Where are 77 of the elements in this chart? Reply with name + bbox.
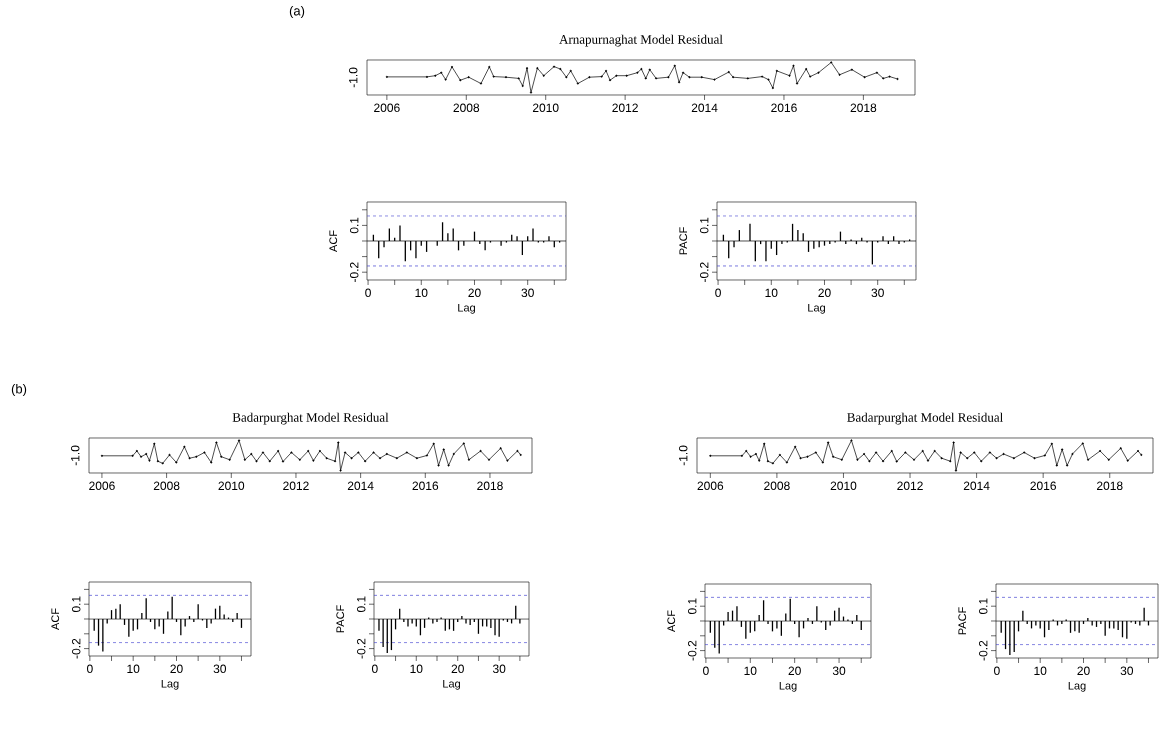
- y-axis-title: PACF: [679, 227, 688, 255]
- x-tick-label: 0: [703, 666, 709, 676]
- x-tick-label: 2014: [347, 481, 374, 491]
- x-tick-label: 10: [410, 664, 423, 674]
- chart-title: Badarpurghat Model Residual: [847, 412, 1003, 425]
- chart-title: Badarpurghat Model Residual: [232, 412, 389, 425]
- y-tick-label: -0.2: [978, 640, 988, 661]
- y-tick-label: 0.1: [687, 598, 697, 615]
- x-tick-label: 2008: [153, 481, 180, 491]
- x-axis-title: Lag: [161, 679, 179, 690]
- y-tick-label: 0.1: [978, 598, 988, 615]
- x-tick-label: 30: [1120, 666, 1134, 676]
- x-tick-label: 2010: [218, 481, 245, 491]
- text: -1.0: [678, 445, 688, 466]
- x-tick-label: 2018: [850, 103, 877, 113]
- x-tick-label: 2014: [691, 103, 718, 113]
- x-tick-label: 20: [451, 664, 464, 674]
- x-tick-label: 2018: [1096, 481, 1123, 491]
- x-tick-label: 10: [415, 288, 428, 298]
- x-tick-label: 30: [492, 664, 506, 674]
- x-tick-label: 2012: [612, 103, 638, 113]
- x-tick-label: 2018: [477, 481, 503, 491]
- y-tick-label: -0.2: [699, 262, 709, 282]
- y-tick-label: -0.2: [687, 640, 697, 661]
- y-axis-title: ACF: [51, 608, 60, 630]
- x-tick-label: 2006: [89, 481, 115, 491]
- y-tick-label: -0.2: [71, 638, 81, 659]
- x-tick-label: 0: [87, 664, 93, 674]
- x-tick-label: 30: [832, 666, 846, 676]
- x-tick-label: 2006: [374, 103, 400, 113]
- x-tick-label: 0: [371, 664, 378, 674]
- x-tick-label: 10: [765, 288, 778, 298]
- x-tick-label: 10: [127, 664, 140, 674]
- x-tick-label: 0: [365, 288, 371, 298]
- x-axis-title: Lag: [808, 303, 825, 314]
- text: -1.0: [348, 67, 358, 88]
- x-tick-label: 30: [213, 664, 227, 674]
- y-tick-label: -0.2: [349, 262, 359, 282]
- x-tick-label: 20: [170, 664, 183, 674]
- x-tick-label: 20: [1077, 666, 1090, 676]
- y-axis-title: PACF: [958, 607, 967, 635]
- x-tick-label: 2012: [897, 481, 923, 491]
- x-tick-label: 10: [1034, 666, 1047, 676]
- x-axis-title: Lag: [779, 681, 797, 692]
- y-tick-label: -0.2: [356, 638, 366, 659]
- x-tick-label: 20: [788, 666, 801, 676]
- x-tick-label: 2010: [830, 481, 857, 491]
- x-tick-label: 2010: [532, 103, 559, 113]
- x-tick-label: 20: [818, 288, 831, 298]
- x-tick-label: 2012: [283, 481, 309, 491]
- x-axis-title: Lag: [1068, 681, 1086, 692]
- x-tick-label: 30: [871, 288, 884, 298]
- chart-title: Arnapurnaghat Model Residual: [559, 34, 723, 47]
- y-tick-label: 0.1: [699, 217, 709, 234]
- x-tick-label: 2008: [764, 481, 790, 491]
- x-tick-label: 2008: [453, 103, 480, 113]
- x-tick-label: 2006: [697, 481, 724, 491]
- y-axis-title: PACF: [336, 605, 345, 633]
- y-tick-label: 0.1: [349, 217, 359, 234]
- y-tick-label: 0.1: [71, 596, 81, 613]
- x-tick-label: 2014: [963, 481, 990, 491]
- x-tick-label: 30: [521, 288, 534, 298]
- y-axis-title: ACF: [329, 230, 338, 252]
- x-tick-label: 2016: [1030, 481, 1056, 491]
- x-axis-title: Lag: [458, 303, 475, 314]
- text: (b): [11, 383, 27, 397]
- x-axis-title: Lag: [443, 679, 460, 690]
- x-tick-label: 0: [715, 288, 721, 298]
- y-tick-label: 0.1: [356, 596, 366, 613]
- x-tick-label: 0: [994, 666, 1000, 676]
- x-tick-label: 2016: [771, 103, 797, 113]
- x-tick-label: 2016: [412, 481, 439, 491]
- x-tick-label: 20: [468, 288, 481, 298]
- text: (a): [289, 5, 305, 19]
- y-axis-title: ACF: [667, 610, 676, 632]
- text: -1.0: [70, 445, 80, 466]
- x-tick-label: 10: [744, 666, 757, 676]
